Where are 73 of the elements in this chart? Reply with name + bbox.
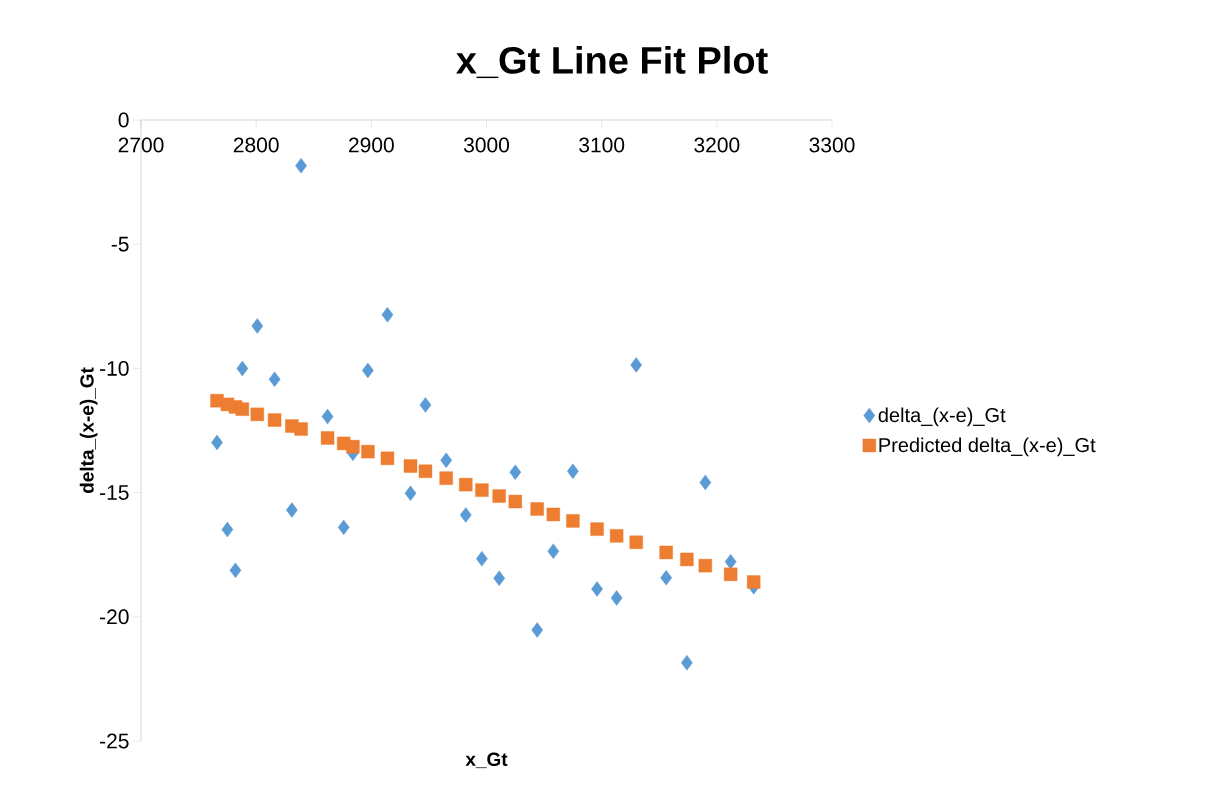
point	[699, 474, 712, 491]
point	[630, 357, 643, 373]
point	[680, 552, 694, 567]
point	[530, 502, 544, 516]
chart-title: x_Gt Line Fit Plot	[456, 45, 768, 79]
point	[294, 422, 308, 436]
point	[509, 464, 522, 480]
point	[590, 522, 604, 536]
y-tick-label: -20	[100, 609, 129, 625]
x-tick-label: 3300	[809, 137, 855, 153]
point	[380, 451, 395, 466]
point	[419, 397, 432, 413]
y-tick-label: -25	[100, 733, 129, 749]
point	[320, 431, 335, 445]
point	[321, 408, 334, 425]
y-axis-title: delta_(x-e)_Gt	[79, 367, 98, 494]
y-tick-label: 0	[118, 112, 129, 128]
point	[566, 514, 580, 528]
point	[567, 463, 579, 479]
point	[660, 570, 672, 586]
point	[267, 413, 282, 427]
point	[546, 507, 560, 522]
point	[211, 434, 223, 451]
point	[475, 483, 489, 497]
point	[403, 459, 418, 473]
point	[609, 529, 624, 543]
point	[440, 452, 453, 469]
point	[659, 545, 673, 560]
point	[337, 519, 350, 536]
point	[723, 567, 738, 582]
point	[418, 464, 433, 478]
x-tick-label: 3100	[579, 137, 625, 153]
point	[362, 362, 374, 379]
point	[295, 158, 307, 174]
y-tick-label: -10	[100, 360, 129, 376]
y-tick-label: -15	[100, 485, 129, 500]
point	[492, 489, 506, 503]
point	[459, 477, 473, 492]
point	[286, 502, 298, 518]
point	[698, 558, 713, 573]
point	[629, 535, 643, 549]
point	[346, 439, 360, 454]
x-tick-label: 3000	[463, 137, 510, 153]
point	[493, 570, 505, 586]
point	[547, 543, 560, 559]
point	[439, 471, 453, 485]
point	[404, 485, 417, 502]
point	[681, 655, 693, 671]
x-tick-label: 2900	[349, 137, 394, 153]
legend-label: Predicted delta_(x-e)_Gt	[879, 437, 1096, 457]
x-tick-label: 2800	[233, 137, 279, 153]
point	[236, 360, 249, 377]
legend-label: delta_(x-e)_Gt	[878, 407, 1006, 427]
point	[591, 581, 603, 597]
point	[361, 444, 375, 459]
point	[268, 371, 281, 388]
y-tick-label: -5	[111, 236, 129, 252]
x-tick-label: 2700	[118, 137, 164, 153]
x-axis-title: x_Gt	[465, 752, 508, 769]
point	[746, 575, 761, 589]
point	[508, 494, 522, 509]
point	[251, 318, 264, 334]
x-tick-label: 3200	[694, 137, 740, 153]
point	[250, 407, 265, 422]
point	[229, 562, 242, 579]
point	[381, 307, 394, 323]
point	[531, 622, 543, 638]
point	[235, 402, 250, 416]
point	[221, 521, 234, 538]
point	[724, 553, 737, 570]
point	[610, 590, 623, 606]
point	[459, 507, 472, 523]
point	[476, 550, 488, 567]
